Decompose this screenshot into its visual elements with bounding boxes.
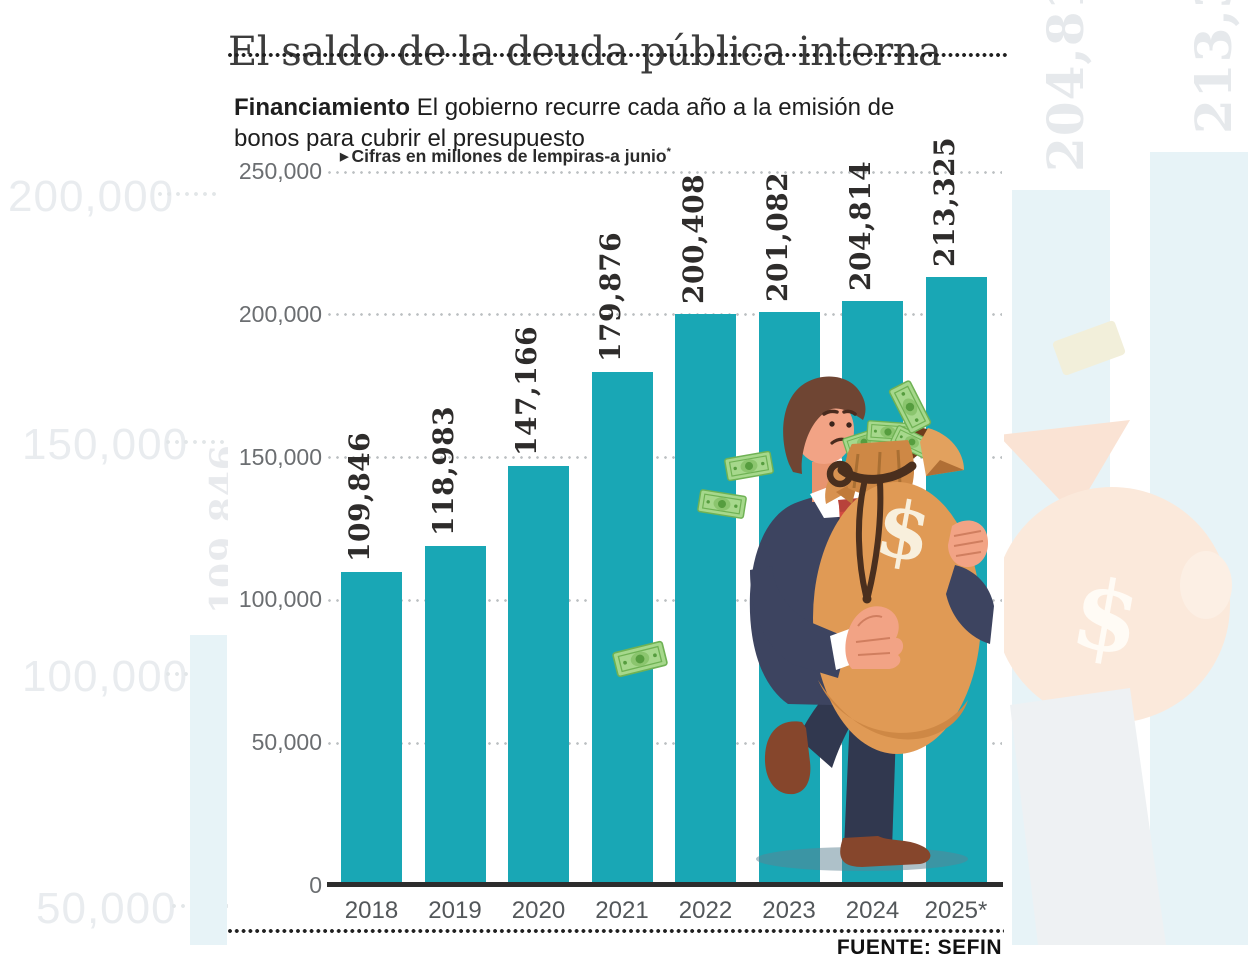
x-axis-label: 2021: [595, 897, 649, 924]
watermark-bag-body: [994, 487, 1230, 723]
bar-value-label: 118,983: [426, 406, 460, 537]
bar-2024: [842, 301, 903, 884]
bar-2020: [508, 465, 569, 884]
watermark-banknote: [1052, 320, 1126, 376]
dotted-divider-bottom: [228, 929, 1004, 933]
watermark-ytick: 100,000: [22, 652, 189, 701]
watermark-bar-value: 204,81: [1036, 0, 1095, 172]
bar-value-label: 147,166: [510, 325, 543, 456]
bar-value-label: 204,814: [844, 160, 877, 292]
y-tick-label: 250,000: [238, 158, 322, 184]
units-note-text: Cifras en millones de lempiras-a junio: [351, 145, 667, 166]
y-tick-label: 150,000: [238, 443, 322, 470]
gridline-50,000: [328, 741, 1002, 745]
chart-subtitle: Financiamiento El gobierno recurre cada …: [234, 92, 964, 154]
source-credit: FUENTE: SEFIN: [836, 936, 1002, 959]
watermark-bag-knot: [998, 420, 1130, 515]
gridline-150,000: [328, 456, 1002, 460]
y-tick-label: 50,000: [251, 729, 322, 756]
x-axis-label: 2019: [428, 897, 482, 924]
bar-value-label: 109,846: [343, 432, 376, 563]
y-tick-label: 200,000: [238, 300, 322, 327]
watermark-ytick: 200,000: [8, 172, 175, 221]
y-tick-label: 0: [309, 872, 322, 898]
gridline-200,000: [328, 313, 1002, 317]
y-tick-label: 100,000: [238, 586, 322, 613]
gridline-100,000: [328, 598, 1002, 602]
bar-value-label: 201,082: [760, 171, 794, 302]
watermark-hand: [1180, 551, 1232, 619]
bar-2018: [341, 572, 402, 884]
bar-value-label: 200,408: [677, 173, 710, 304]
note-marker-icon: ▶: [340, 150, 349, 163]
units-note: ▶ Cifras en millones de lempiras-a junio*: [340, 141, 671, 168]
bar-2021: [591, 372, 653, 884]
units-note-asterisk: *: [666, 146, 671, 158]
kicker-text: El gobierno recurre cada año a la emisió…: [234, 94, 895, 152]
bar-value-label: 213,325: [927, 136, 961, 267]
watermark-legs: [1010, 688, 1166, 945]
watermark-ytick: 50,000: [36, 884, 177, 933]
watermark-bar: [190, 635, 227, 945]
page-title: El saldo de la deuda pública interna: [228, 28, 942, 75]
bar-2022: [675, 313, 736, 884]
x-axis-label: 2023: [762, 897, 816, 924]
x-axis-label: 2025*: [924, 897, 988, 924]
watermark-bar-value: 213,3: [1184, 0, 1243, 134]
x-axis-label: 2020: [511, 897, 566, 924]
x-axis-label: 2018: [344, 897, 399, 924]
x-axis-label: 2022: [678, 897, 733, 924]
bar-2023: [758, 311, 820, 884]
dotted-divider-top: [228, 53, 1007, 57]
bar-2025*: [925, 276, 987, 884]
watermark-ytick: 150,000: [22, 420, 189, 469]
watermark-money-bag: $: [994, 320, 1232, 945]
bar-2019: [424, 546, 486, 884]
bar-value-label: 179,876: [593, 232, 627, 363]
gridline-250,000: [328, 170, 1002, 174]
watermark-gridline: [158, 192, 220, 196]
x-axis-line: [327, 882, 1003, 887]
x-axis-label: 2024: [845, 897, 900, 924]
kicker-keyword: Financiamiento: [234, 94, 411, 121]
watermark-gridline: [166, 440, 228, 444]
